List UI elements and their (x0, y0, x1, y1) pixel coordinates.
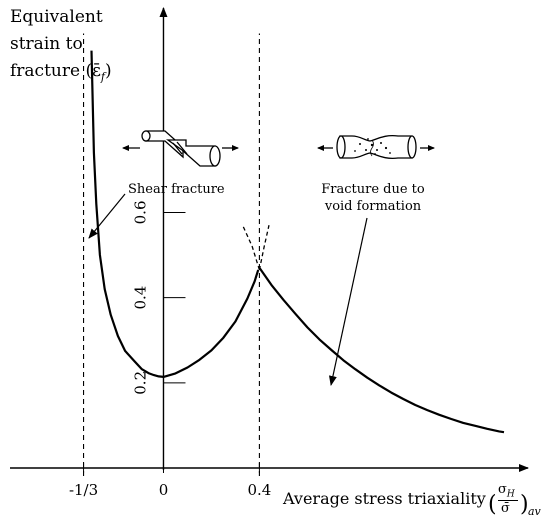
void-dots (354, 138, 391, 155)
shear-crack-1 (172, 142, 183, 155)
y-tick-label-1: 0.4 (131, 286, 149, 310)
x-tick-label-2: 0.4 (247, 481, 272, 499)
void-label-line1: Fracture due to (321, 182, 425, 197)
y-axis-label: Equivalent strain to fracture (ε̄f) (10, 4, 160, 90)
shear-crack-2 (176, 141, 188, 155)
void-crack (370, 139, 374, 157)
y-axis-symbol: (ε̄ (85, 61, 101, 81)
frac-open-paren: ( (488, 492, 497, 517)
y-axis-symbol-sub: f (100, 70, 105, 84)
fracture-curve-0 (90, 50, 260, 378)
void-specimen-end-left (336, 135, 346, 159)
void-label-line2: void formation (324, 199, 422, 214)
y-axis-symbol-close: ) (104, 61, 112, 81)
y-tick-label-0: 0.2 (131, 371, 149, 395)
specimen-end-right (209, 145, 221, 167)
specimen-end-left (141, 130, 151, 142)
shear-annotation-arrow (88, 193, 126, 239)
x-axis-fraction: ( σH σ̄ ) av (488, 480, 548, 524)
dashed-extension-0 (242, 224, 261, 271)
x-frac-bar (498, 500, 518, 501)
x-frac-sub: av (528, 505, 541, 518)
shear-specimen-icon (122, 130, 239, 167)
y-tick-label-2: 0.6 (131, 201, 149, 225)
shear-specimen-right-half (165, 139, 216, 167)
dashed-extension-1 (258, 225, 270, 271)
y-axis-label-line2: strain to (10, 34, 83, 54)
void-specimen-icon (317, 134, 435, 160)
y-axis-label-line3: fracture (ε̄f) (10, 61, 112, 84)
x-axis-label: Average stress triaxiality (283, 489, 486, 508)
shear-fracture-label: Shear fracture (128, 182, 225, 197)
void-specimen-end-right (407, 135, 417, 159)
frac-close-paren: ) (520, 492, 529, 517)
fracture-curve-1 (258, 267, 505, 434)
x-tick-label-0: -1/3 (68, 481, 99, 499)
x-frac-denominator: σ̄ (501, 501, 510, 516)
void-fracture-label: Fracture due to void formation (318, 181, 428, 215)
void-specimen-body (339, 134, 413, 160)
y-axis-label-line1: Equivalent (10, 7, 103, 27)
x-tick-label-1: 0 (158, 481, 169, 499)
x-frac-numerator: σH (498, 482, 515, 500)
void-annotation-arrow (328, 217, 368, 386)
